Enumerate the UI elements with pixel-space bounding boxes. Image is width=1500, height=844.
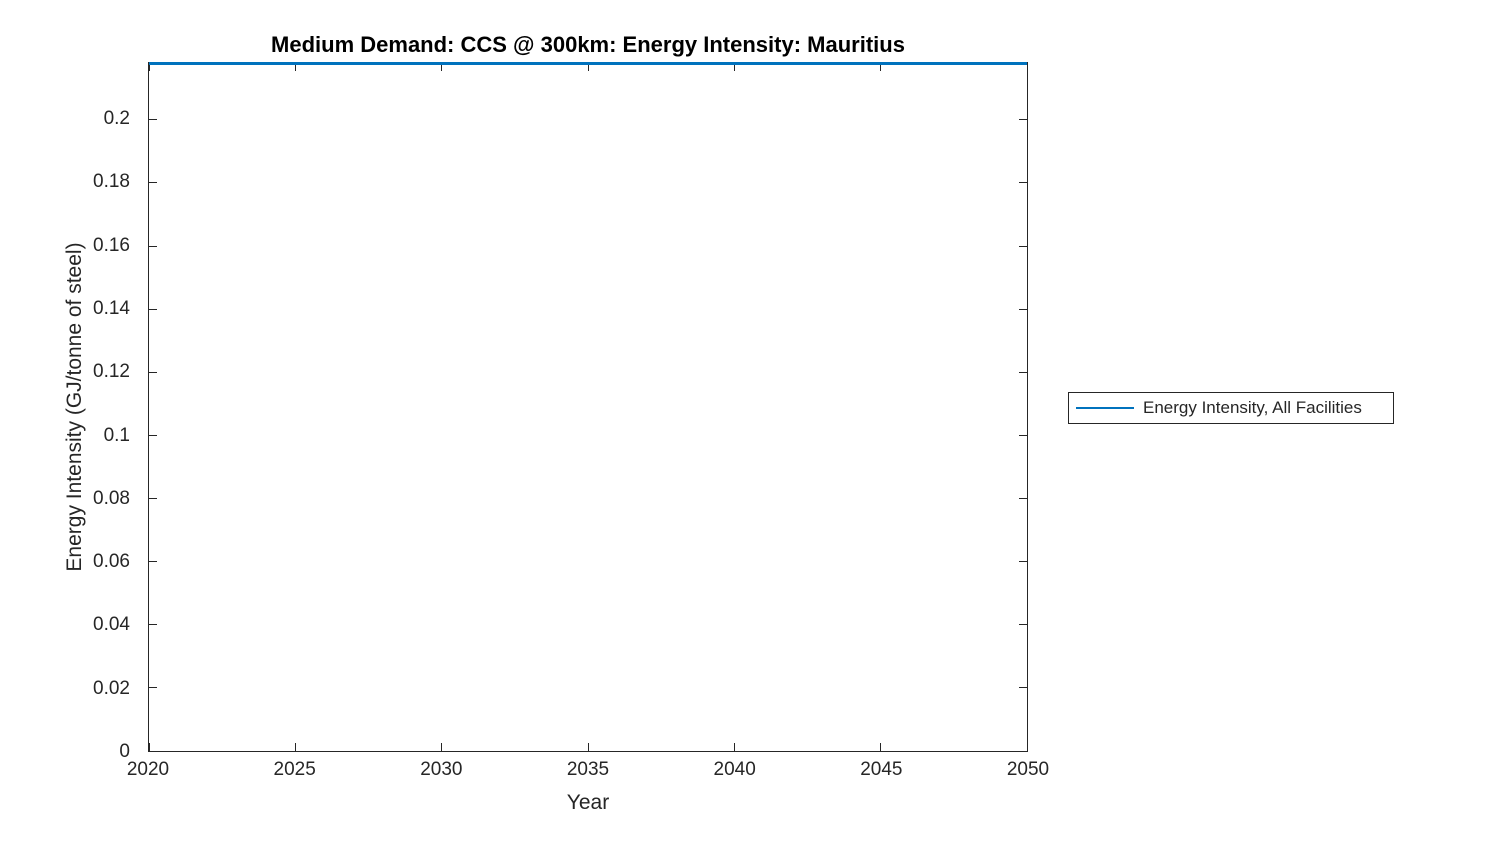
x-tick-mark [148, 63, 150, 71]
y-tick-mark [1019, 119, 1027, 121]
y-tick-mark [1019, 687, 1027, 689]
x-tick-mark [733, 743, 735, 751]
y-tick-label: 0.08 [93, 487, 130, 509]
y-tick-label: 0.14 [93, 297, 130, 319]
x-tick-label: 2050 [1006, 759, 1050, 780]
y-tick-mark [1019, 371, 1027, 373]
y-tick-mark [1019, 308, 1027, 310]
y-tick-mark [1019, 245, 1027, 247]
y-tick-label: 0.1 [103, 424, 130, 446]
x-tick-mark [1026, 743, 1028, 751]
y-tick-label: 0.04 [93, 614, 130, 636]
y-tick-mark [149, 750, 157, 752]
y-tick-mark [1019, 750, 1027, 752]
y-tick-label: 0.02 [93, 677, 130, 699]
x-tick-mark [733, 63, 735, 71]
energy-intensity-line [149, 62, 1027, 65]
x-tick-mark [441, 63, 443, 71]
x-tick-mark [148, 743, 150, 751]
x-tick-mark [294, 63, 296, 71]
legend-line-sample-icon [1076, 407, 1134, 409]
y-tick-mark [1019, 434, 1027, 436]
y-tick-mark [1019, 561, 1027, 563]
legend: Energy Intensity, All Facilities [1068, 392, 1394, 424]
y-tick-mark [149, 561, 157, 563]
y-tick-mark [149, 371, 157, 373]
x-axis-tick-labels: 2020 2025 2030 2035 2040 2045 2050 [127, 759, 1049, 783]
x-tick-mark [1026, 63, 1028, 71]
y-tick-mark [1019, 182, 1027, 184]
y-tick-label: 0.2 [103, 107, 130, 129]
x-tick-label: 2035 [566, 759, 610, 780]
x-tick-mark [880, 743, 882, 751]
x-tick-mark [587, 743, 589, 751]
x-tick-mark [880, 63, 882, 71]
y-tick-mark [149, 182, 157, 184]
y-axis-tick-labels: 0 0.02 0.04 0.06 0.08 0.1 0.12 0.14 0.16 0.18 0.2 [0, 62, 138, 762]
x-tick-label: 2025 [273, 759, 316, 780]
x-axis-label: Year [566, 791, 610, 814]
y-tick-mark [149, 624, 157, 626]
x-tick-label: 2030 [420, 759, 463, 780]
x-tick-label: 2020 [126, 759, 170, 780]
y-tick-label: 0.16 [93, 234, 130, 256]
y-tick-mark [149, 434, 157, 436]
y-tick-mark [149, 245, 157, 247]
legend-label: Energy Intensity, All Facilities [1143, 398, 1362, 417]
x-tick-mark [587, 63, 589, 71]
x-tick-mark [441, 743, 443, 751]
y-tick-mark [149, 498, 157, 500]
y-tick-mark [1019, 624, 1027, 626]
legend-item: Energy Intensity, All Facilities [1069, 398, 1393, 418]
y-tick-label: 0.12 [93, 361, 130, 383]
y-tick-label: 0 [119, 741, 130, 762]
plot-area [148, 62, 1028, 752]
y-tick-mark [1019, 498, 1027, 500]
y-tick-mark [149, 687, 157, 689]
x-tick-label: 2040 [713, 759, 756, 780]
y-tick-mark [149, 308, 157, 310]
y-tick-label: 0.18 [93, 171, 130, 193]
x-tick-mark [294, 743, 296, 751]
chart-title: Medium Demand: CCS @ 300km: Energy Inten… [271, 32, 905, 57]
y-tick-label: 0.06 [93, 551, 130, 573]
x-tick-label: 2045 [860, 759, 903, 780]
y-tick-mark [149, 119, 157, 121]
